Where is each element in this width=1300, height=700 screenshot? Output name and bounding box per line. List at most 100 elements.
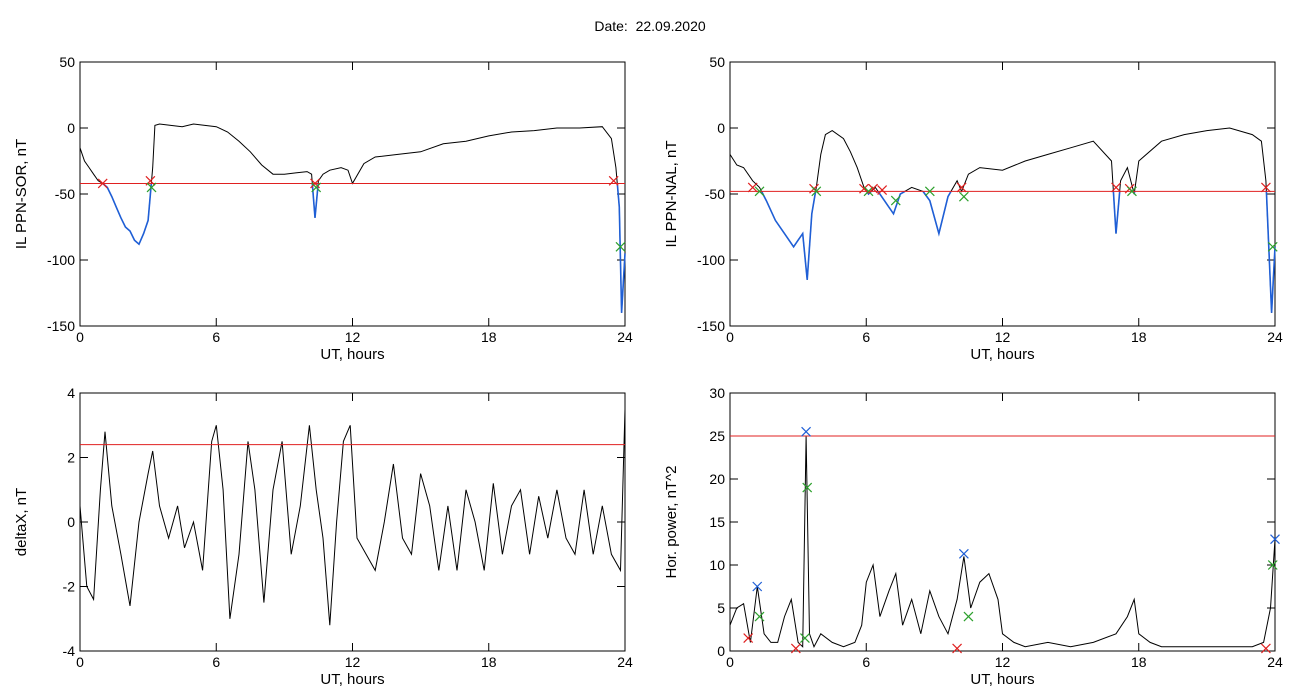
x-tick-label: 6 xyxy=(212,329,220,345)
below-threshold-segment xyxy=(1112,191,1121,234)
event-marker xyxy=(311,182,322,193)
below-threshold-segment xyxy=(102,182,153,246)
y-tick-label: 20 xyxy=(709,471,725,487)
y-axis-label: deltaX, nT xyxy=(13,488,30,556)
plot-frame xyxy=(729,392,1276,652)
event-marker xyxy=(811,186,822,197)
y-tick-label: 25 xyxy=(709,428,725,444)
event-marker xyxy=(146,182,157,193)
x-tick-label: 12 xyxy=(345,654,361,670)
series-line xyxy=(79,123,626,313)
y-tick-label: 5 xyxy=(717,600,725,616)
y-tick-label: 30 xyxy=(709,385,725,401)
event-marker xyxy=(1127,186,1137,197)
event-marker xyxy=(790,643,801,654)
event-marker xyxy=(924,186,935,197)
x-tick-label: 18 xyxy=(1131,329,1147,345)
below-threshold-segment xyxy=(922,190,952,237)
event-marker xyxy=(1267,560,1278,570)
y-tick-label: 0 xyxy=(67,514,75,530)
y-tick-label: -150 xyxy=(697,318,725,334)
y-axis-label: IL PPN-SOR, nT xyxy=(13,139,30,249)
x-tick-label: 18 xyxy=(1131,654,1147,670)
x-tick-label: 0 xyxy=(76,329,84,345)
y-axis-label: Hor. power, nT^2 xyxy=(663,466,680,579)
plot-frame xyxy=(79,61,626,327)
y-tick-label: 15 xyxy=(709,514,725,530)
date-label: Date: xyxy=(594,18,628,34)
x-axis-label: UT, hours xyxy=(970,671,1034,688)
event-marker xyxy=(890,195,901,206)
x-axis-label: UT, hours xyxy=(320,671,384,688)
y-tick-label: 4 xyxy=(67,385,75,401)
x-tick-label: 6 xyxy=(862,654,870,670)
series-line xyxy=(79,409,626,626)
y-tick-label: -50 xyxy=(55,186,75,202)
y-tick-label: -150 xyxy=(47,318,75,334)
below-threshold-segment xyxy=(760,191,817,280)
event-marker xyxy=(1111,182,1121,193)
event-marker xyxy=(863,186,874,197)
event-marker xyxy=(800,633,810,644)
x-tick-label: 12 xyxy=(995,654,1011,670)
event-marker xyxy=(310,178,320,189)
y-tick-label: -2 xyxy=(63,579,76,595)
chart-panel-1: 0 6 12 18 24 -150 -100 -50 0 50 UT, hours IL PPN-SO… xyxy=(13,54,633,363)
event-marker xyxy=(754,611,765,622)
event-marker xyxy=(868,183,878,194)
event-marker xyxy=(877,185,888,195)
x-tick-label: 24 xyxy=(617,654,633,670)
date-value: 22.09.2020 xyxy=(635,18,706,34)
event-marker xyxy=(754,186,765,197)
y-tick-label: -100 xyxy=(697,252,725,268)
y-tick-label: 0 xyxy=(67,120,75,136)
x-axis-label: UT, hours xyxy=(970,346,1034,363)
below-threshold-segment xyxy=(877,190,906,216)
x-tick-label: 18 xyxy=(481,654,497,670)
event-marker xyxy=(859,183,869,194)
event-marker xyxy=(1260,182,1271,193)
event-marker xyxy=(752,581,763,592)
x-tick-label: 0 xyxy=(726,329,734,345)
event-marker xyxy=(952,643,963,654)
event-marker xyxy=(615,241,626,252)
x-tick-label: 12 xyxy=(995,329,1011,345)
series-line xyxy=(729,435,1276,648)
plot-frame xyxy=(79,392,626,652)
event-marker xyxy=(747,182,758,193)
x-tick-label: 6 xyxy=(212,654,220,670)
y-tick-label: -100 xyxy=(47,252,75,268)
y-tick-label: 50 xyxy=(709,54,725,70)
event-marker xyxy=(743,633,754,644)
y-tick-label: 0 xyxy=(717,643,725,659)
event-marker xyxy=(97,178,108,189)
event-marker xyxy=(801,426,811,437)
y-tick-label: -50 xyxy=(705,186,725,202)
y-tick-label: -4 xyxy=(63,643,76,659)
event-marker xyxy=(1267,241,1278,252)
below-threshold-segment xyxy=(311,183,319,218)
y-tick-label: 10 xyxy=(709,557,725,573)
x-tick-label: 0 xyxy=(726,654,734,670)
x-tick-label: 6 xyxy=(862,329,870,345)
x-tick-label: 18 xyxy=(481,329,497,345)
y-axis-label: IL PPN-NAL, nT xyxy=(663,141,680,248)
event-marker xyxy=(958,191,969,202)
x-tick-label: 12 xyxy=(345,329,361,345)
below-threshold-segment xyxy=(616,183,626,313)
event-marker xyxy=(802,482,813,493)
date-title: Date: 22.09.2020 xyxy=(0,18,1300,34)
y-tick-label: 50 xyxy=(59,54,75,70)
y-tick-label: 2 xyxy=(67,450,75,466)
event-marker xyxy=(608,175,619,186)
event-marker xyxy=(963,611,974,622)
event-marker xyxy=(1270,534,1280,545)
chart-panel-2: 0 6 12 18 24 -150 -100 -50 0 50 UT, hours IL PPN-NA… xyxy=(663,54,1283,363)
event-marker xyxy=(956,182,967,193)
x-tick-label: 0 xyxy=(76,654,84,670)
event-marker xyxy=(1260,643,1271,654)
x-tick-label: 24 xyxy=(617,329,633,345)
below-threshold-segment xyxy=(1265,191,1276,313)
